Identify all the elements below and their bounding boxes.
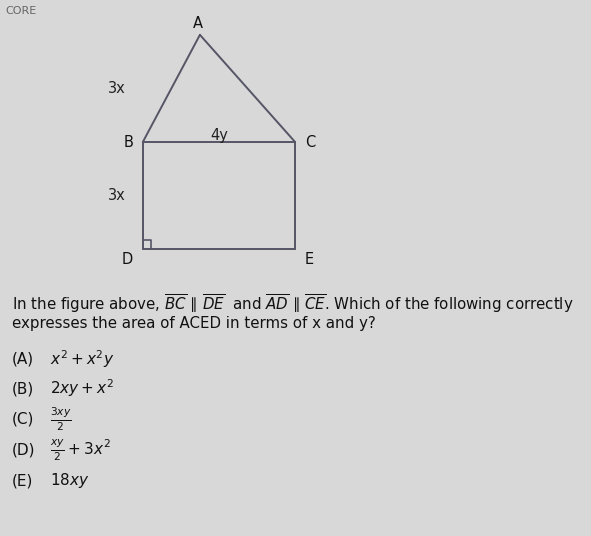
Text: B: B [124, 135, 134, 150]
Text: (A): (A) [12, 352, 34, 367]
Text: $\frac{3xy}{2}$: $\frac{3xy}{2}$ [50, 405, 72, 433]
Text: 4y: 4y [210, 128, 228, 143]
Text: $2xy + x^2$: $2xy + x^2$ [50, 378, 114, 399]
Text: $18xy$: $18xy$ [50, 471, 90, 490]
Text: $x^2 + x^2y$: $x^2 + x^2y$ [50, 348, 114, 370]
Text: A: A [193, 16, 203, 31]
Text: 3x: 3x [108, 81, 126, 96]
Text: (B): (B) [12, 381, 34, 396]
Text: expresses the area of ACED in terms of x and y?: expresses the area of ACED in terms of x… [12, 316, 376, 331]
Text: $\frac{xy}{2} + 3x^2$: $\frac{xy}{2} + 3x^2$ [50, 437, 111, 463]
Text: In the figure above, $\overline{BC}$ ∥ $\overline{DE}$  and $\overline{AD}$ ∥ $\: In the figure above, $\overline{BC}$ ∥ $… [12, 292, 573, 315]
Text: (C): (C) [12, 412, 34, 427]
Text: (E): (E) [12, 473, 33, 488]
Text: C: C [304, 135, 315, 150]
Text: CORE: CORE [6, 6, 37, 17]
Text: (D): (D) [12, 443, 35, 458]
Text: D: D [122, 252, 134, 267]
Text: 3x: 3x [108, 188, 126, 203]
Text: E: E [304, 252, 314, 267]
